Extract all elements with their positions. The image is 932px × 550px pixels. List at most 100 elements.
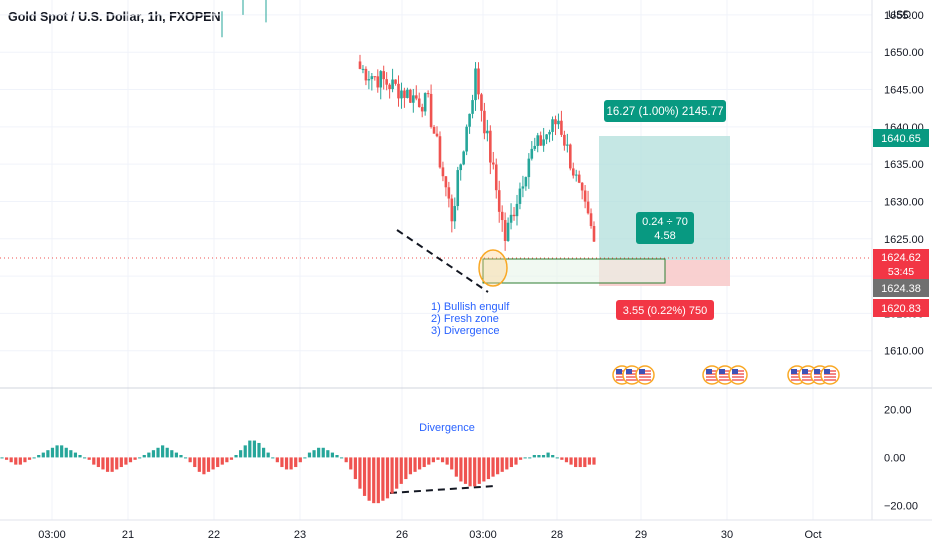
histogram-bar bbox=[179, 455, 183, 458]
candle-body bbox=[512, 214, 516, 217]
histogram-bar bbox=[518, 457, 523, 460]
histogram-bar bbox=[491, 457, 495, 477]
candle-body bbox=[406, 89, 409, 98]
candle-body bbox=[465, 126, 468, 152]
candle-body bbox=[542, 139, 545, 146]
grid-lines bbox=[0, 0, 872, 520]
histogram-bar bbox=[431, 457, 435, 463]
histogram-bar bbox=[372, 457, 376, 504]
histogram-bar bbox=[193, 457, 197, 468]
candle-body bbox=[459, 164, 463, 171]
candle-body bbox=[494, 164, 498, 191]
target-price-badge: 1640.65 bbox=[873, 129, 929, 147]
histogram-bar bbox=[206, 457, 211, 472]
candle-body bbox=[533, 145, 537, 149]
candle-countdown: 53:45 bbox=[888, 266, 914, 278]
candle-body bbox=[450, 198, 454, 222]
histogram-bar bbox=[280, 457, 284, 468]
candle-body bbox=[412, 95, 415, 103]
candle-body bbox=[447, 187, 451, 199]
note-1: 1) Bullish engulf bbox=[431, 301, 510, 313]
price-tick-label: 1630.00 bbox=[884, 196, 924, 208]
histogram-bar bbox=[92, 457, 96, 465]
candle-body bbox=[506, 222, 510, 241]
candle-body bbox=[385, 79, 388, 85]
histogram-bar bbox=[339, 457, 344, 459]
candle-body bbox=[569, 144, 572, 169]
histogram-bar bbox=[362, 457, 367, 496]
histogram-bar bbox=[216, 457, 220, 468]
histogram-bar bbox=[50, 447, 55, 458]
candle-body bbox=[497, 190, 501, 212]
candle-body bbox=[503, 220, 507, 241]
candle-body bbox=[500, 211, 504, 221]
histogram-bar bbox=[147, 452, 151, 458]
histogram-bar bbox=[330, 452, 335, 458]
osc-divergence-line[interactable] bbox=[389, 485, 496, 494]
candle-body bbox=[394, 79, 397, 84]
setup-notes: 1) Bullish engulf 2) Fresh zone 3) Diver… bbox=[431, 301, 510, 337]
candle-body bbox=[417, 98, 421, 108]
svg-text:1620.83: 1620.83 bbox=[881, 303, 921, 315]
histogram-bar bbox=[422, 457, 426, 468]
histogram-bar bbox=[229, 457, 234, 460]
candle-body bbox=[391, 79, 394, 90]
histogram-bar bbox=[587, 457, 592, 465]
histogram-bar bbox=[128, 457, 133, 463]
us-flag-icon bbox=[820, 365, 840, 385]
histogram-bar bbox=[78, 455, 82, 458]
candle-body bbox=[554, 119, 557, 125]
price-divergence-line[interactable] bbox=[396, 229, 489, 293]
osc-tick-label: 0.00 bbox=[884, 452, 905, 464]
candle-body bbox=[586, 201, 590, 214]
time-tick-label: Oct bbox=[804, 529, 821, 541]
histogram-bar bbox=[440, 457, 445, 463]
histogram-bar bbox=[188, 457, 192, 463]
risk-reward-label[interactable]: 0.24 ÷ 70 4.58 bbox=[636, 212, 694, 244]
candle-body bbox=[557, 120, 560, 125]
oscillator-histogram bbox=[0, 440, 596, 504]
histogram-bar bbox=[298, 457, 302, 463]
histogram-bar bbox=[0, 457, 4, 459]
histogram-bar bbox=[477, 457, 481, 484]
histogram-bar bbox=[459, 457, 463, 482]
histogram-bar bbox=[381, 457, 385, 501]
histogram-bar bbox=[165, 447, 169, 458]
histogram-bar bbox=[583, 457, 587, 468]
us-flag-icon bbox=[635, 365, 655, 385]
histogram-bar bbox=[390, 457, 394, 494]
histogram-bar bbox=[252, 440, 257, 458]
rr-text: 4.58 bbox=[654, 230, 675, 242]
candle-body bbox=[444, 176, 448, 188]
candle-body bbox=[388, 84, 391, 90]
candle-body bbox=[521, 186, 525, 189]
candle-body bbox=[509, 214, 513, 223]
histogram-bar bbox=[358, 457, 362, 489]
note-2: 2) Fresh zone bbox=[431, 313, 499, 325]
histogram-bar bbox=[427, 457, 431, 465]
histogram-bar bbox=[395, 457, 399, 489]
candle-body bbox=[400, 90, 403, 99]
time-tick-label: 21 bbox=[122, 529, 134, 541]
histogram-bar bbox=[317, 447, 321, 458]
candle-body bbox=[432, 126, 436, 134]
histogram-bar bbox=[105, 457, 110, 472]
candle-body bbox=[364, 68, 368, 81]
candle-body bbox=[403, 90, 406, 98]
time-axis-labels: 03:00 21 22 23 26 03:00 28 29 30 Oct bbox=[38, 529, 821, 541]
economic-events[interactable] bbox=[612, 365, 840, 385]
histogram-bar bbox=[509, 457, 513, 468]
ratio-text: 0.24 ÷ 70 bbox=[642, 216, 688, 228]
target-label[interactable]: 16.27 (1.00%) 2145.77 bbox=[604, 100, 726, 122]
svg-text:16.27 (1.00%) 2145.77: 16.27 (1.00%) 2145.77 bbox=[606, 106, 723, 118]
histogram-bar bbox=[138, 457, 142, 459]
candles bbox=[221, 0, 596, 251]
histogram-bar bbox=[482, 457, 486, 482]
price-tick-label: 1650.00 bbox=[884, 47, 924, 59]
histogram-bar bbox=[197, 457, 201, 472]
fresh-zone-box[interactable] bbox=[482, 258, 666, 284]
bullish-engulf-circle[interactable] bbox=[478, 249, 508, 287]
stop-label[interactable]: 3.55 (0.22%) 750 bbox=[616, 300, 714, 320]
candle-body bbox=[515, 203, 519, 217]
